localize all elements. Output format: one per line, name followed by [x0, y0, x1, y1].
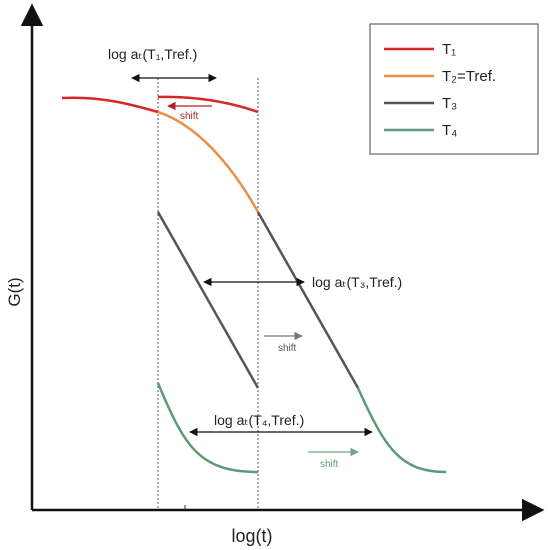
- legend-label-t2: T₂=Tref.: [442, 68, 496, 85]
- curve-t1-left: [61, 96, 159, 114]
- curve-t3-shifted: [256, 211, 360, 389]
- y-axis-label: G(t): [5, 277, 24, 306]
- curve-t3-original: [156, 211, 260, 389]
- legend-label-t1: T₁: [442, 41, 456, 58]
- x-axis-label: log(t): [231, 526, 272, 546]
- shift-label-t3: log aₜ(T₃,Tref.): [312, 274, 402, 290]
- curve-t4-original: [156, 382, 259, 474]
- curve-t1-shifted: [157, 95, 259, 114]
- legend: T₁ T₂=Tref. T₃ T₄: [369, 23, 539, 155]
- legend-box: [369, 23, 539, 155]
- legend-label-t4: T₄: [442, 122, 457, 139]
- curve-t4-shifted: [356, 387, 447, 474]
- shift-word-t4: shift: [320, 459, 339, 470]
- shift-word-t1: shift: [180, 111, 199, 122]
- shift-label-t4: log aₜ(T₄,Tref.): [214, 412, 304, 428]
- shift-word-t3: shift: [278, 343, 297, 354]
- shift-label-t1: log aₜ(T₁,Tref.): [108, 46, 197, 62]
- curve-t2-reference: [157, 110, 260, 213]
- legend-label-t3: T₃: [442, 95, 457, 112]
